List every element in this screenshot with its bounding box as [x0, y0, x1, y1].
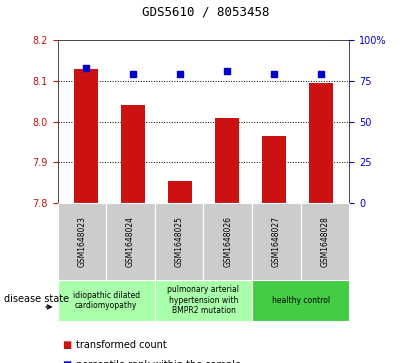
Text: percentile rank within the sample: percentile rank within the sample — [76, 360, 241, 363]
Text: GSM1648028: GSM1648028 — [321, 216, 330, 267]
Text: GSM1648025: GSM1648025 — [175, 216, 184, 267]
Bar — [309, 83, 333, 203]
Point — [129, 71, 136, 77]
Bar — [74, 69, 97, 203]
Text: GSM1648024: GSM1648024 — [126, 216, 135, 267]
Point — [177, 71, 183, 77]
Text: GDS5610 / 8053458: GDS5610 / 8053458 — [142, 5, 269, 19]
Text: GSM1648026: GSM1648026 — [223, 216, 232, 267]
Text: GSM1648027: GSM1648027 — [272, 216, 281, 267]
Bar — [168, 181, 192, 203]
Text: GSM1648023: GSM1648023 — [77, 216, 86, 267]
Point — [224, 68, 230, 74]
Text: pulmonary arterial
hypertension with
BMPR2 mutation: pulmonary arterial hypertension with BMP… — [167, 285, 240, 315]
Point — [271, 71, 277, 77]
Point — [318, 71, 324, 77]
Text: transformed count: transformed count — [76, 340, 167, 350]
Bar — [262, 136, 286, 203]
Bar — [121, 105, 145, 203]
Text: idiopathic dilated
cardiomyopathy: idiopathic dilated cardiomyopathy — [73, 291, 140, 310]
Text: ■: ■ — [62, 340, 71, 350]
Text: healthy control: healthy control — [272, 296, 330, 305]
Point — [83, 65, 89, 70]
Bar — [215, 118, 239, 203]
Text: disease state: disease state — [4, 294, 69, 303]
Text: ■: ■ — [62, 360, 71, 363]
